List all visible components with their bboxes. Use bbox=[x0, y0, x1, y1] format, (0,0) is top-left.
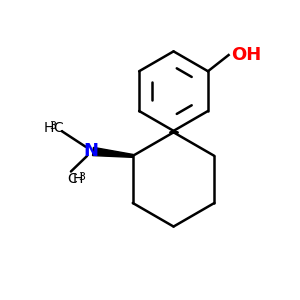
Text: C: C bbox=[53, 121, 63, 135]
Polygon shape bbox=[93, 147, 133, 158]
Text: N: N bbox=[83, 142, 98, 160]
Text: 3: 3 bbox=[79, 172, 86, 182]
Text: 3: 3 bbox=[49, 121, 56, 131]
Text: C: C bbox=[68, 172, 77, 186]
Text: H: H bbox=[44, 121, 54, 135]
Text: OH: OH bbox=[231, 46, 261, 64]
Text: H: H bbox=[73, 172, 83, 186]
